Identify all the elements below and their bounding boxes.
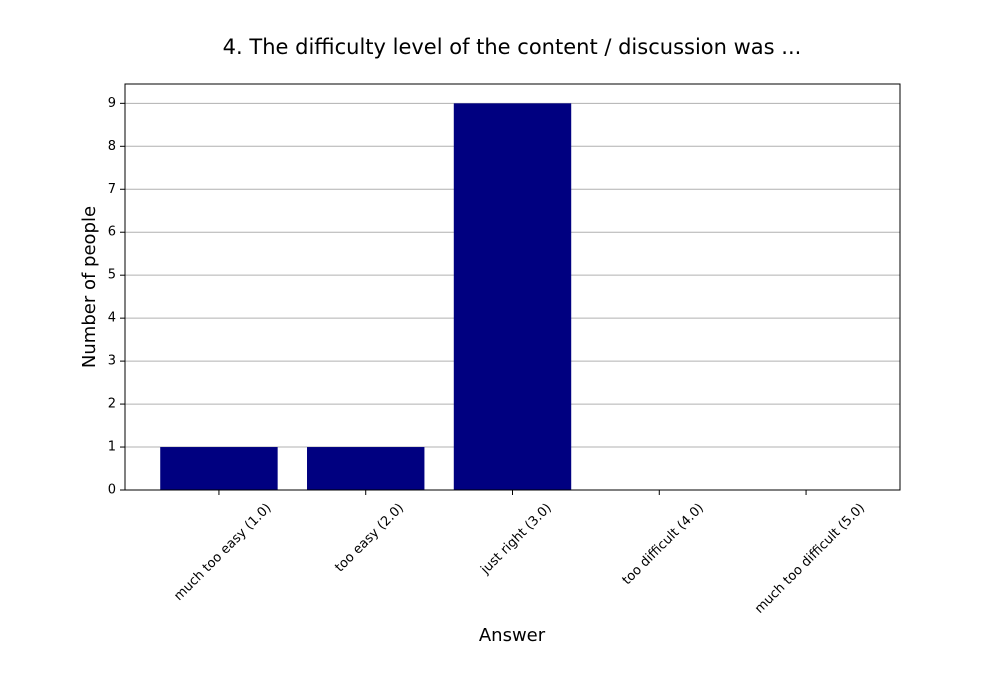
y-tick-label: 5 [108, 268, 116, 283]
y-tick-label: 3 [108, 354, 116, 369]
y-tick-label: 0 [108, 483, 116, 498]
plot-frame [124, 83, 901, 491]
y-tick-label: 4 [108, 311, 116, 326]
x-axis-label: Answer [479, 625, 546, 646]
y-tick-label: 1 [108, 440, 116, 455]
y-tick-label: 7 [108, 182, 116, 197]
bar [160, 447, 278, 490]
y-tick-label: 8 [108, 139, 116, 154]
y-tick-label: 9 [108, 96, 116, 111]
bar [453, 103, 572, 490]
chart-title: 4. The difficulty level of the content /… [223, 35, 802, 59]
y-axis-label: Number of people [79, 206, 100, 368]
y-tick-label: 2 [108, 397, 116, 412]
y-tick-label: 6 [108, 225, 116, 240]
bar [307, 447, 425, 490]
